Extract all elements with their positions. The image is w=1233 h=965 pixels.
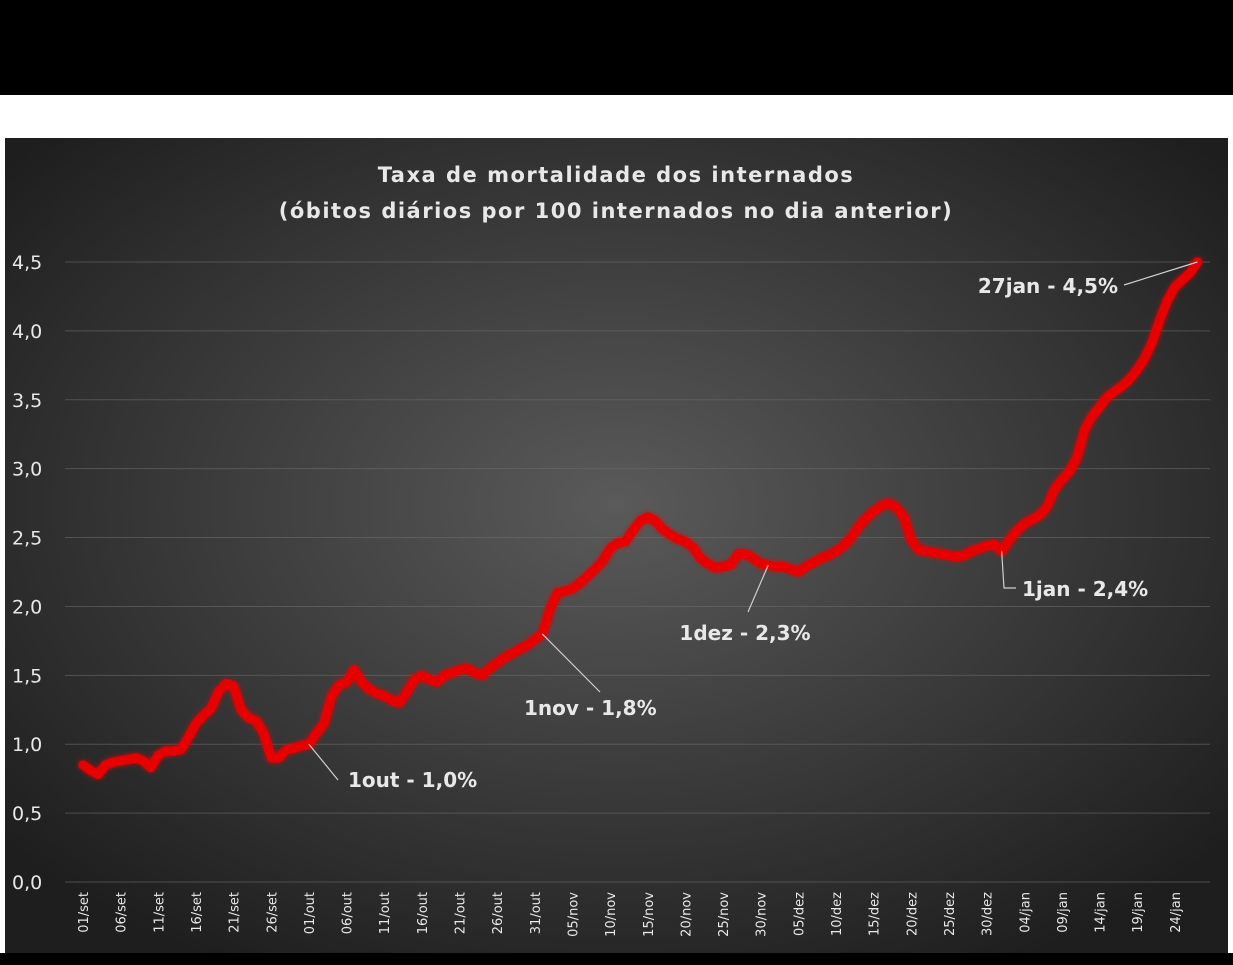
x-tick-label: 06/out bbox=[341, 892, 356, 934]
annotation: 1jan - 2,4% bbox=[1022, 577, 1148, 601]
x-tick-label: 26/set bbox=[265, 892, 280, 933]
y-tick-label: 1,5 bbox=[12, 665, 42, 687]
annotation-leader bbox=[1001, 551, 1016, 589]
x-tick-label: 21/out bbox=[454, 892, 469, 934]
y-tick-label: 0,5 bbox=[12, 803, 42, 825]
x-tick-label: 21/set bbox=[228, 892, 243, 933]
y-tick-label: 2,5 bbox=[12, 528, 42, 550]
top-bar bbox=[0, 0, 1233, 95]
x-tick-label: 20/dez bbox=[905, 892, 920, 936]
x-tick-label: 25/nov bbox=[717, 892, 732, 937]
x-tick-label: 01/set bbox=[77, 892, 92, 933]
x-tick-label: 30/nov bbox=[755, 892, 770, 937]
x-tick-label: 20/nov bbox=[679, 892, 694, 937]
x-tick-label: 26/out bbox=[491, 892, 506, 934]
x-tick-label: 04/jan bbox=[1018, 892, 1033, 933]
x-tick-label: 15/dez bbox=[868, 892, 883, 936]
x-tick-label: 15/nov bbox=[642, 892, 657, 937]
annotation: 1nov - 1,8% bbox=[524, 696, 657, 720]
x-tick-label: 11/set bbox=[152, 892, 167, 933]
data-line bbox=[78, 257, 1202, 779]
x-tick-label: 31/out bbox=[529, 892, 544, 934]
x-tick-label: 09/jan bbox=[1056, 892, 1071, 933]
x-tick-label: 16/out bbox=[416, 892, 431, 934]
annotation-leader bbox=[1123, 261, 1198, 286]
x-tick-label: 05/nov bbox=[566, 892, 581, 937]
annotation-leader bbox=[308, 743, 339, 781]
annotation: 27jan - 4,5% bbox=[978, 274, 1118, 298]
x-tick-label: 16/set bbox=[190, 892, 205, 933]
bottom-bar bbox=[0, 953, 1233, 965]
chart-subtitle: (óbitos diários por 100 internados no di… bbox=[279, 199, 953, 223]
annotation: 1dez - 2,3% bbox=[679, 621, 810, 645]
x-tick-label: 10/dez bbox=[830, 892, 845, 936]
x-tick-label: 14/jan bbox=[1094, 892, 1109, 933]
x-tick-label: 06/set bbox=[115, 892, 130, 933]
annotation: 1out - 1,0% bbox=[348, 768, 477, 792]
x-tick-label: 10/nov bbox=[604, 892, 619, 937]
x-tick-label: 19/jan bbox=[1131, 892, 1146, 933]
y-tick-label: 2,0 bbox=[12, 596, 42, 618]
x-tick-label: 24/jan bbox=[1169, 892, 1184, 933]
x-tick-label: 11/out bbox=[378, 892, 393, 934]
y-tick-label: 0,0 bbox=[12, 872, 42, 894]
x-tick-label: 25/dez bbox=[943, 892, 958, 936]
annotation-leader bbox=[541, 633, 601, 693]
y-tick-label: 3,5 bbox=[12, 390, 42, 412]
x-tick-label: 05/dez bbox=[792, 892, 807, 936]
annotation-leader bbox=[747, 564, 769, 613]
x-tick-label: 30/dez bbox=[981, 892, 996, 936]
y-tick-label: 1,0 bbox=[12, 734, 42, 756]
x-tick-label: 01/out bbox=[303, 892, 318, 934]
y-tick-label: 4,0 bbox=[12, 321, 42, 343]
y-tick-label: 3,0 bbox=[12, 459, 42, 481]
chart-title: Taxa de mortalidade dos internados bbox=[378, 163, 855, 187]
y-tick-label: 4,5 bbox=[12, 252, 42, 274]
